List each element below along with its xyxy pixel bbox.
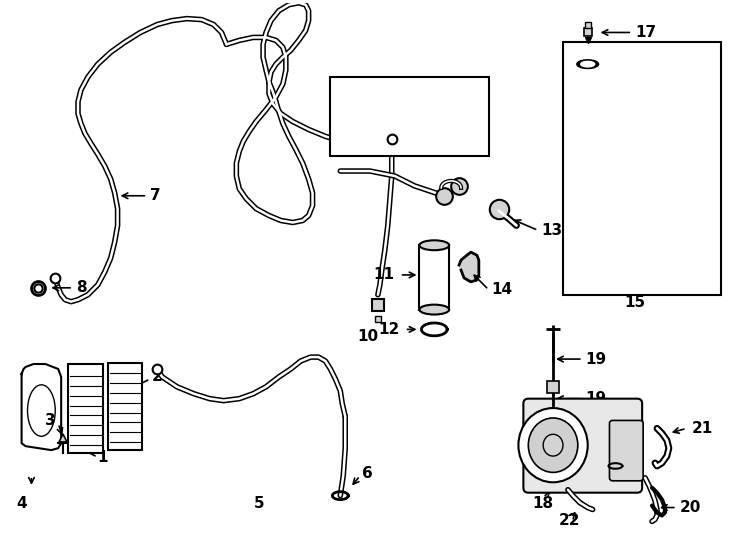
Text: 6: 6	[362, 467, 373, 481]
Text: 19: 19	[586, 352, 607, 367]
Text: 13: 13	[541, 223, 562, 238]
Text: 18: 18	[533, 496, 553, 511]
Text: 11: 11	[374, 267, 395, 282]
Text: 7: 7	[150, 188, 161, 203]
Ellipse shape	[518, 408, 588, 482]
Bar	[108, 363, 142, 450]
Text: 21: 21	[691, 421, 713, 436]
Text: 8: 8	[76, 280, 87, 295]
FancyBboxPatch shape	[609, 421, 643, 481]
Text: 16: 16	[635, 57, 656, 72]
Text: 20: 20	[680, 500, 701, 515]
FancyBboxPatch shape	[523, 399, 642, 492]
Text: 14: 14	[492, 282, 513, 298]
Text: 10: 10	[357, 329, 379, 345]
Text: 3: 3	[45, 413, 55, 428]
Text: 2: 2	[152, 369, 163, 384]
Text: 4: 4	[16, 496, 27, 511]
Polygon shape	[459, 252, 479, 282]
Text: 22: 22	[559, 514, 581, 529]
Ellipse shape	[419, 305, 449, 314]
Ellipse shape	[528, 418, 578, 472]
Text: 1: 1	[98, 450, 109, 465]
Text: 12: 12	[379, 322, 399, 337]
Bar	[330, 77, 489, 156]
Text: 9: 9	[404, 109, 415, 124]
Ellipse shape	[543, 434, 563, 456]
Bar	[563, 42, 722, 295]
Text: 15: 15	[625, 295, 646, 310]
Text: 5: 5	[254, 496, 264, 511]
Bar	[419, 245, 449, 309]
Ellipse shape	[419, 240, 449, 250]
Polygon shape	[577, 60, 599, 69]
Polygon shape	[581, 62, 595, 67]
Text: 19: 19	[586, 391, 607, 406]
Text: 17: 17	[635, 25, 656, 40]
Bar	[68, 364, 103, 453]
